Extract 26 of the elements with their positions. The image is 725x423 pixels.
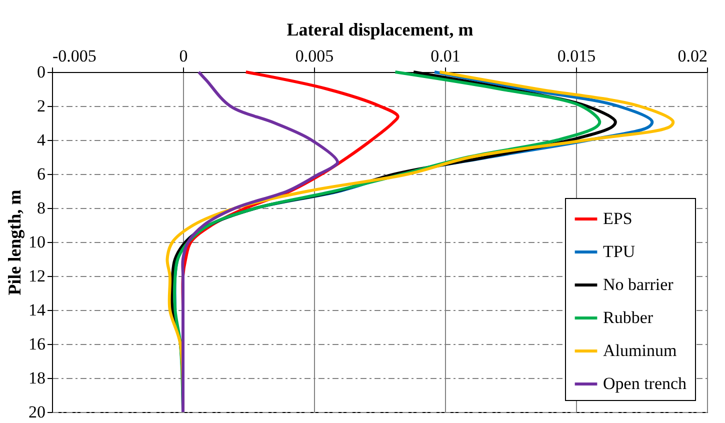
line-series	[181, 70, 340, 414]
y-tick-label: 10	[28, 232, 46, 252]
legend-label: Rubber	[603, 308, 654, 327]
legend-label: Aluminum	[603, 341, 677, 360]
y-tick-label: 8	[37, 198, 46, 218]
y-tick-label: 20	[28, 402, 46, 422]
y-tick-label: 0	[37, 62, 46, 82]
x-axis-title: Lateral displacement, m	[286, 20, 474, 40]
x-tick-label: 0.005	[295, 46, 334, 66]
x-tick-label: 0.02	[678, 46, 708, 66]
y-tick-label: 12	[28, 266, 46, 286]
legend-label: EPS	[603, 209, 632, 228]
y-tick-label: 14	[28, 300, 46, 320]
legend-label: No barrier	[603, 275, 674, 294]
y-axis-title: Pile length, m	[4, 190, 24, 296]
legend-label: TPU	[603, 242, 636, 261]
y-tick-label: 2	[37, 96, 46, 116]
x-tick-label: -0.005	[52, 46, 96, 66]
x-tick-label: 0	[179, 46, 188, 66]
y-tick-label: 16	[28, 334, 46, 354]
x-tick-label: 0.01	[430, 46, 460, 66]
legend-label: Open trench	[603, 374, 688, 393]
y-tick-label: 18	[28, 368, 46, 388]
y-tick-label: 4	[37, 130, 46, 150]
y-tick-label: 6	[37, 164, 46, 184]
x-tick-label: 0.015	[557, 46, 596, 66]
